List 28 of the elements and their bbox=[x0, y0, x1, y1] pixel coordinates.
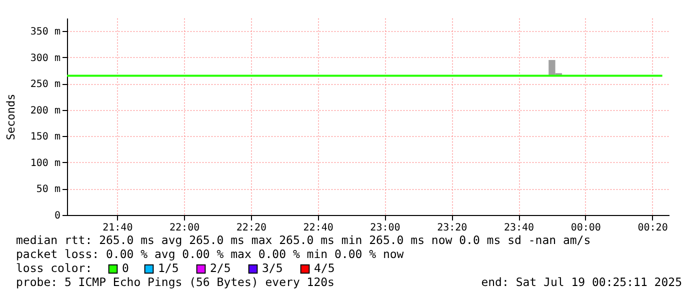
legend-label: 1/5 bbox=[158, 261, 179, 275]
legend-label: 4/5 bbox=[314, 261, 335, 275]
y-axis-title: Seconds bbox=[4, 94, 18, 140]
text: packet loss: 0.00 % avg 0.00 % max 0.00 % min 0.00 % now bbox=[16, 247, 404, 261]
y-tick-label: 200 m bbox=[30, 105, 60, 116]
y-tick-label: 0 bbox=[54, 210, 60, 222]
y-tick-label: 250 m bbox=[30, 79, 60, 90]
y-tick-label: 150 m bbox=[30, 132, 60, 143]
y-tick-label: 350 m bbox=[30, 26, 60, 38]
x-tick-label: 23:00 bbox=[370, 222, 400, 234]
x-tick-label: 23:20 bbox=[437, 222, 468, 234]
legend-label: 3/5 bbox=[262, 261, 283, 275]
x-tick-label: 00:20 bbox=[638, 222, 668, 234]
x-tick-label: 22:40 bbox=[303, 222, 334, 234]
x-tick-label: 21:40 bbox=[102, 222, 133, 234]
x-tick-label: 23:40 bbox=[504, 222, 534, 234]
x-tick-label: 00:00 bbox=[570, 222, 601, 234]
y-tick-label: 300 m bbox=[30, 52, 60, 64]
text: probe: 5 ICMP Echo Pings (56 Bytes) every 120s bbox=[16, 275, 334, 289]
text: end: Sat Jul 19 00:25:11 2025 bbox=[481, 275, 682, 289]
x-tick-label: 22:00 bbox=[170, 222, 200, 234]
y-tick-label: 50 m bbox=[36, 184, 60, 196]
y-tick-label: 100 m bbox=[30, 158, 60, 169]
legend-label: 0 bbox=[122, 261, 129, 275]
legend-label: 2/5 bbox=[210, 261, 231, 275]
x-tick-label: 22:20 bbox=[236, 222, 266, 234]
text: median rtt: 265.0 ms avg 265.0 ms max 265.0 ms min 265.0 ms now 0.0 ms sd -nan am/s bbox=[16, 233, 591, 247]
legend-title: loss color: bbox=[16, 261, 92, 275]
